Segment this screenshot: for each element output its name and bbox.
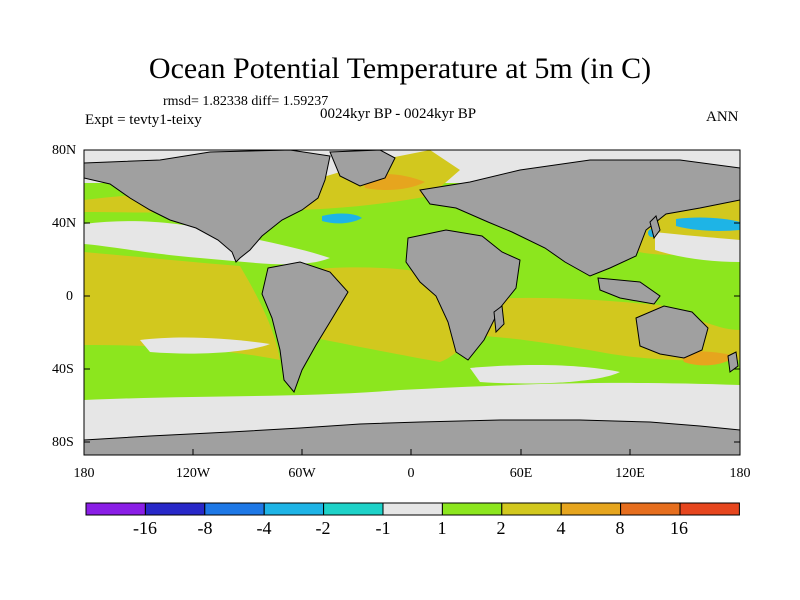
colorbar-label: -1 bbox=[375, 518, 391, 538]
experiment-label: Expt = tevty1-teixy bbox=[85, 112, 202, 128]
map-plot bbox=[84, 150, 740, 455]
greenland-land bbox=[329, 150, 396, 187]
colorbar-label: 2 bbox=[496, 518, 506, 538]
antarctica-land bbox=[84, 419, 740, 455]
south-pacific-zero-patch bbox=[140, 337, 270, 354]
north-pacific-zero-band bbox=[84, 221, 330, 265]
map-title: Ocean Potential Temperature at 5m (in C) bbox=[148, 52, 652, 85]
lon-label-0: 0 bbox=[407, 466, 415, 481]
colorbar-swatch bbox=[441, 502, 503, 516]
lon-label-120e: 120E bbox=[615, 466, 645, 481]
south-indian-zero-patch bbox=[470, 365, 620, 384]
new-zealand-land bbox=[727, 351, 739, 373]
colorbar-swatch bbox=[144, 502, 206, 516]
colorbar-swatch bbox=[560, 502, 622, 516]
colorbar-swatch bbox=[204, 502, 265, 516]
colorbar-label: 4 bbox=[556, 518, 566, 538]
lon-label-60w: 60W bbox=[288, 466, 316, 481]
colorbar-label: 8 bbox=[615, 518, 625, 538]
lat-label-0: 0 bbox=[66, 289, 73, 304]
madagascar-land bbox=[493, 305, 505, 334]
rmsd-diff-stats: rmsd= 1.82338 diff= 1.59237 bbox=[163, 94, 329, 109]
lon-label-180w: 180 bbox=[73, 466, 95, 481]
colorbar-label: 1 bbox=[437, 518, 447, 538]
lon-label-180e: 180 bbox=[729, 466, 751, 481]
gulf-stream-cold-spot bbox=[322, 213, 362, 224]
australia-land bbox=[635, 305, 709, 359]
japan-land bbox=[649, 215, 661, 240]
lat-label-40n: 40N bbox=[52, 216, 77, 231]
colorbar-swatch bbox=[501, 502, 562, 516]
colorbar-swatch bbox=[85, 502, 146, 516]
kuroshio-cold-spot bbox=[676, 217, 740, 231]
lon-label-120w: 120W bbox=[175, 466, 211, 481]
colorbar-label: -2 bbox=[315, 518, 331, 538]
colorbar-swatch bbox=[620, 502, 681, 516]
colorbar-label: -16 bbox=[133, 518, 157, 538]
tasman-warm-spot bbox=[680, 351, 735, 366]
colorbar bbox=[85, 502, 740, 516]
colorbar-swatch bbox=[323, 502, 384, 516]
south-america-land bbox=[261, 261, 349, 393]
north-america-land bbox=[84, 150, 331, 263]
map-frame bbox=[83, 149, 741, 456]
lat-label-80n: 80N bbox=[52, 143, 77, 158]
africa-land bbox=[405, 229, 521, 361]
eurasia-land bbox=[419, 159, 740, 277]
colorbar-label: 16 bbox=[670, 518, 688, 538]
period-label: 0024kyr BP - 0024kyr BP bbox=[320, 106, 477, 122]
pacific-tropical-band bbox=[84, 252, 280, 360]
colorbar-label: -4 bbox=[256, 518, 272, 538]
colorbar-swatch bbox=[263, 502, 325, 516]
lon-label-60e: 60E bbox=[509, 466, 533, 481]
lat-label-80s: 80S bbox=[52, 435, 74, 450]
kuroshio-zero-band bbox=[655, 232, 740, 262]
lat-label-40s: 40S bbox=[52, 362, 74, 377]
maritime-continent-land bbox=[597, 277, 661, 305]
colorbar-swatch bbox=[382, 502, 443, 516]
colorbar-label: -8 bbox=[197, 518, 213, 538]
axis-ticks bbox=[84, 149, 740, 455]
season-label: ANN bbox=[706, 109, 739, 125]
colorbar-swatch bbox=[679, 502, 740, 516]
